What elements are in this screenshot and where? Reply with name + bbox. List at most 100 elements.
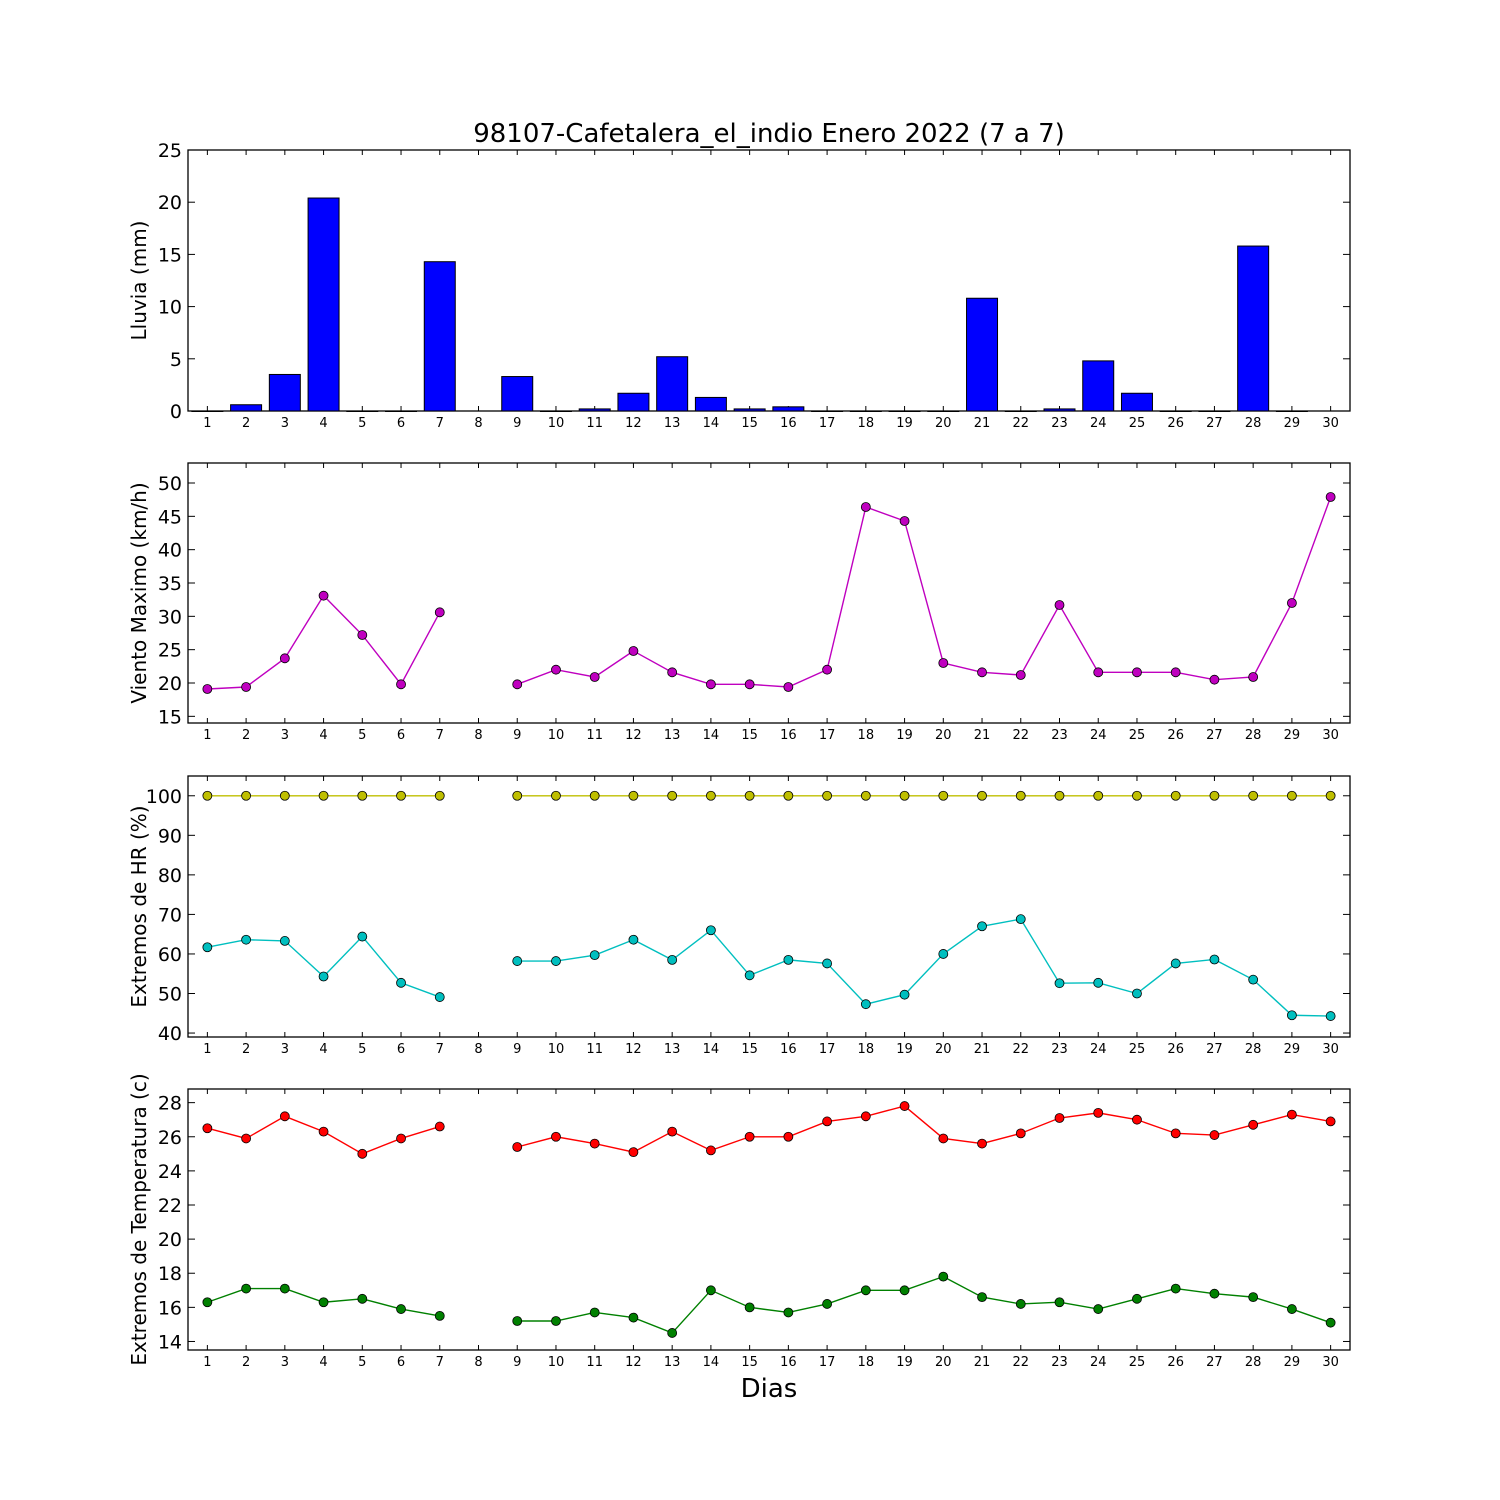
y-tick-label: 35 [158,573,182,595]
rain-bar [656,356,689,412]
x-tick-label: 4 [319,1042,327,1057]
data-point [202,1123,213,1134]
data-point [434,992,445,1002]
rain-bar [694,396,727,412]
data-point [899,790,910,801]
data-point [1287,1304,1297,1314]
x-tick-label: 18 [858,416,875,431]
x-tick-label: 9 [513,1042,521,1057]
data-point [706,679,716,690]
series-line [516,496,1332,688]
x-tick-label: 10 [548,1355,565,1370]
data-point [706,925,716,936]
x-tick-label: 14 [703,728,720,743]
data-point [628,934,639,945]
data-point [1209,674,1220,685]
x-tick-label: 3 [281,1042,289,1057]
x-tick-label: 28 [1245,728,1262,743]
x-tick-label: 18 [858,728,875,743]
data-point [822,958,832,969]
x-tick-label: 22 [1012,1042,1029,1057]
x-tick-label: 30 [1322,416,1339,431]
y-tick-label: 0 [170,401,182,423]
x-tick-label: 13 [664,1042,681,1057]
data-point [357,1148,368,1159]
data-point [667,790,678,801]
x-tick-label: 26 [1167,416,1184,431]
data-point [667,954,678,965]
data-point [357,630,368,640]
y-tick-label: 20 [158,1229,182,1251]
x-tick-label: 8 [474,1042,482,1057]
x-tick-label: 12 [625,1355,642,1370]
data-point [396,679,406,690]
data-point [1015,670,1026,680]
data-point [434,607,445,618]
y-tick-label: 60 [158,944,182,966]
x-tick-label: 5 [358,1042,366,1057]
data-point [860,790,871,801]
data-point [1132,790,1142,801]
data-point [1054,978,1065,989]
data-point [434,790,445,801]
data-point [1170,790,1181,801]
data-point [279,1283,290,1294]
data-point [241,1133,252,1144]
data-point [318,1297,329,1308]
data-point [628,646,639,656]
data-point [1325,1317,1336,1328]
x-tick-label: 29 [1284,416,1301,431]
data-point [396,790,406,801]
x-tick-label: 11 [586,728,603,743]
y-tick-label: 70 [158,904,182,926]
data-point [318,971,329,982]
y-tick-label: 30 [158,606,182,628]
x-tick-label: 30 [1322,1355,1339,1370]
rain-bar [539,410,572,412]
x-tick-label: 23 [1051,728,1068,743]
x-tick-label: 29 [1284,1042,1301,1057]
data-point [783,1131,794,1142]
data-point [1248,974,1259,985]
x-tick-label: 17 [819,1042,836,1057]
plot-frame [187,462,1351,724]
data-point [744,1131,755,1142]
x-tick-label: 21 [974,728,991,743]
data-point [706,790,716,801]
data-point [977,1292,987,1303]
data-point [822,1299,832,1309]
x-tick-label: 13 [664,728,681,743]
data-point [899,1101,910,1111]
data-point [241,682,252,692]
data-point [551,790,561,801]
data-point [744,970,755,981]
data-point [1132,1293,1142,1304]
y-tick-label: 90 [158,825,182,847]
x-tick-label: 14 [703,1355,720,1370]
data-point [396,977,406,988]
data-point [434,1121,445,1132]
data-point [977,667,987,678]
y-tick-label: 20 [158,192,182,214]
data-point [860,1111,871,1122]
data-point [202,684,213,694]
data-point [1287,790,1297,801]
x-tick-label: 27 [1206,728,1223,743]
x-tick-label: 28 [1245,1042,1262,1057]
x-tick-label: 26 [1167,728,1184,743]
y-tick-label: 20 [158,673,182,695]
data-point [977,1138,987,1149]
data-point [1093,1304,1104,1314]
x-tick-label: 19 [896,728,913,743]
data-point [1132,667,1142,678]
x-tick-label: 6 [397,1042,405,1057]
x-tick-label: 25 [1129,1355,1146,1370]
data-point [589,950,600,961]
x-tick-label: 17 [819,1355,836,1370]
rain-bar [733,408,766,412]
data-point [783,682,794,692]
data-point [1054,1113,1065,1123]
data-point [1054,790,1065,801]
rain-bar [927,410,960,412]
